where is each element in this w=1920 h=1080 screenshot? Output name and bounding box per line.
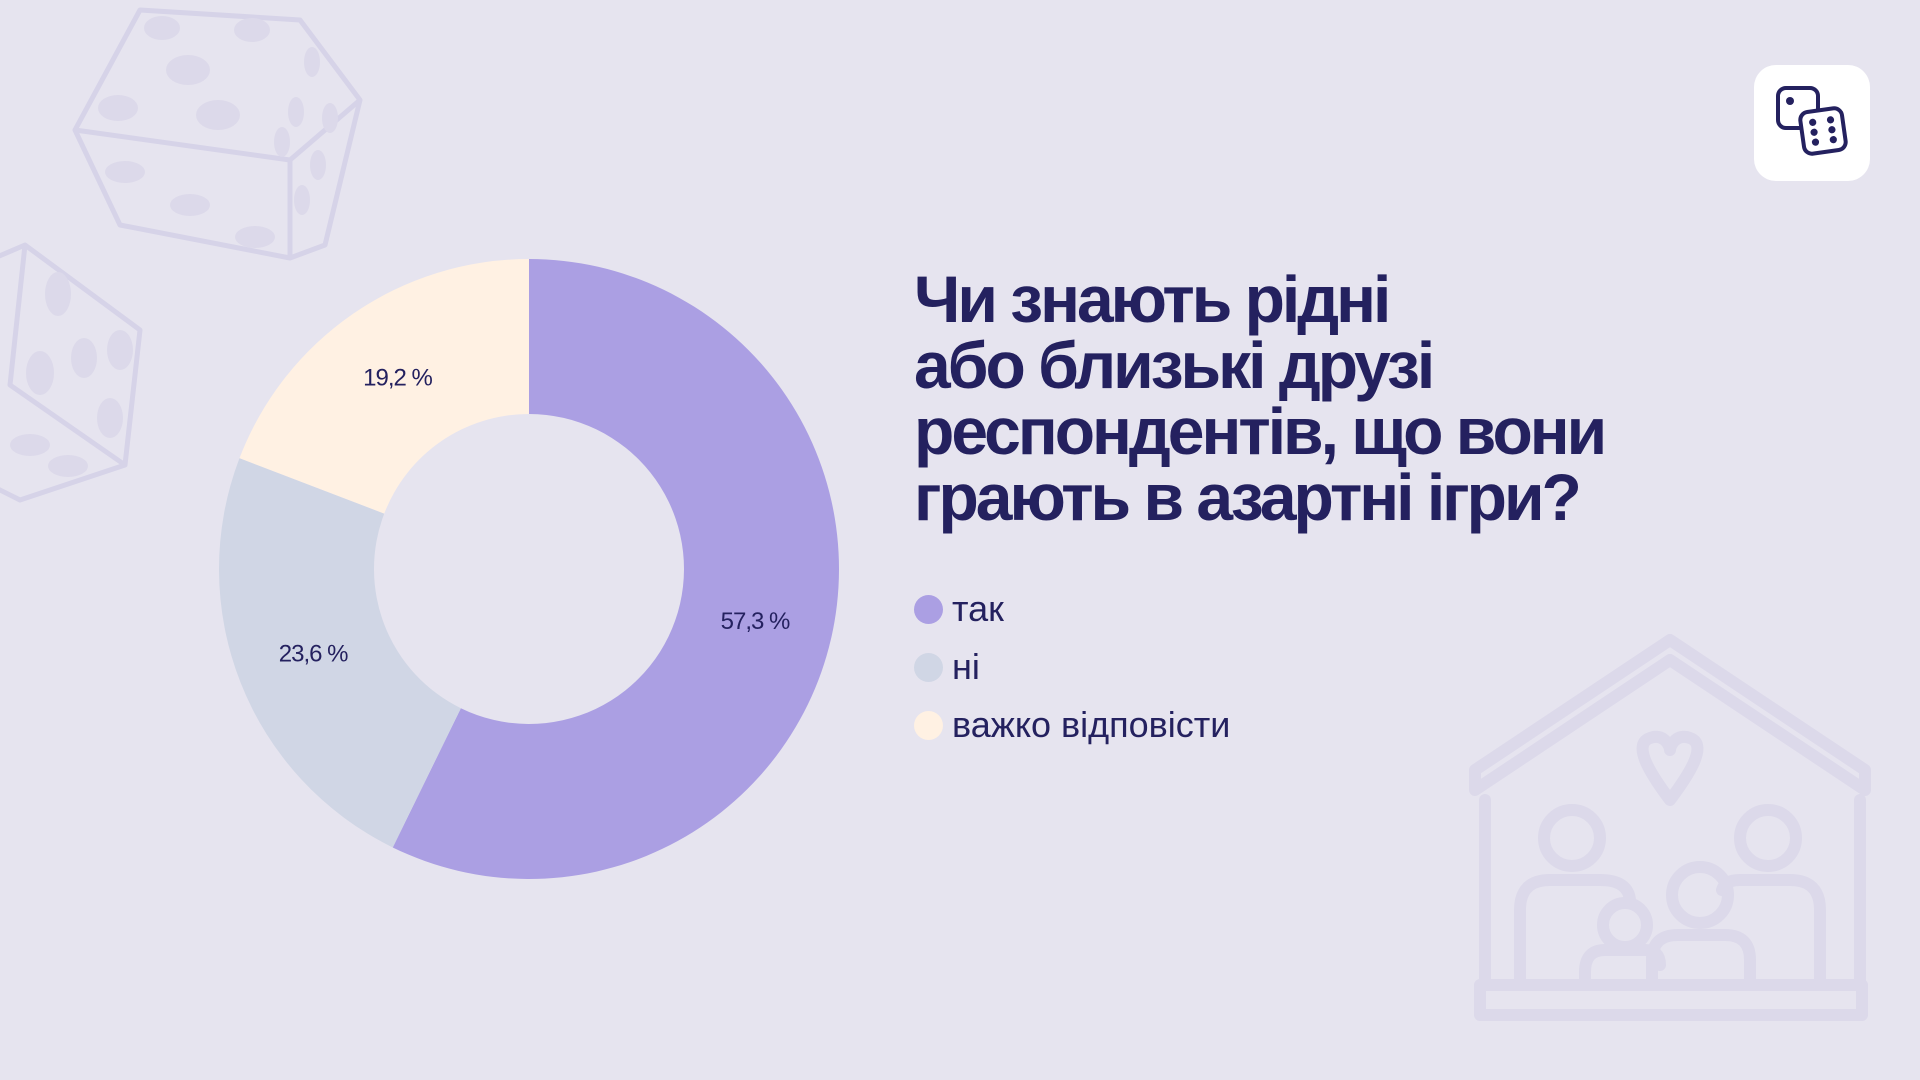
- donut-slice-1: [392, 259, 839, 879]
- legend-swatch: [914, 652, 943, 682]
- slice-value-label: 57,3 %: [721, 608, 790, 635]
- chart-title-line: Чи знають рідні: [914, 262, 1391, 336]
- legend-label: ні: [952, 646, 980, 687]
- slice-value-label: 19,2 %: [363, 364, 432, 391]
- legend-swatch: [914, 710, 943, 740]
- chart-title-line: або близькі друзі: [914, 328, 1435, 402]
- donut-slice-3: [239, 259, 529, 514]
- chart-title-line: грають в азартні ігри?: [914, 460, 1582, 534]
- chart-title-line: респондентів, що вони: [914, 394, 1607, 468]
- legend-swatch: [914, 594, 943, 624]
- legend-item: важко відповісти: [914, 696, 1230, 754]
- legend-label: так: [952, 588, 1004, 629]
- chart-legend: так ні важко відповісти: [914, 580, 1230, 754]
- legend-label: важко відповісти: [952, 704, 1231, 745]
- legend-item: так: [914, 580, 1230, 638]
- donut-slice-2: [219, 458, 461, 848]
- dice-logo-icon: [1776, 86, 1848, 156]
- logo: [1754, 65, 1870, 181]
- slice-value-label: 23,6 %: [279, 640, 348, 667]
- legend-item: ні: [914, 638, 1230, 696]
- chart-title: Чи знають рідні або близькі друзі респонде…: [914, 266, 1814, 530]
